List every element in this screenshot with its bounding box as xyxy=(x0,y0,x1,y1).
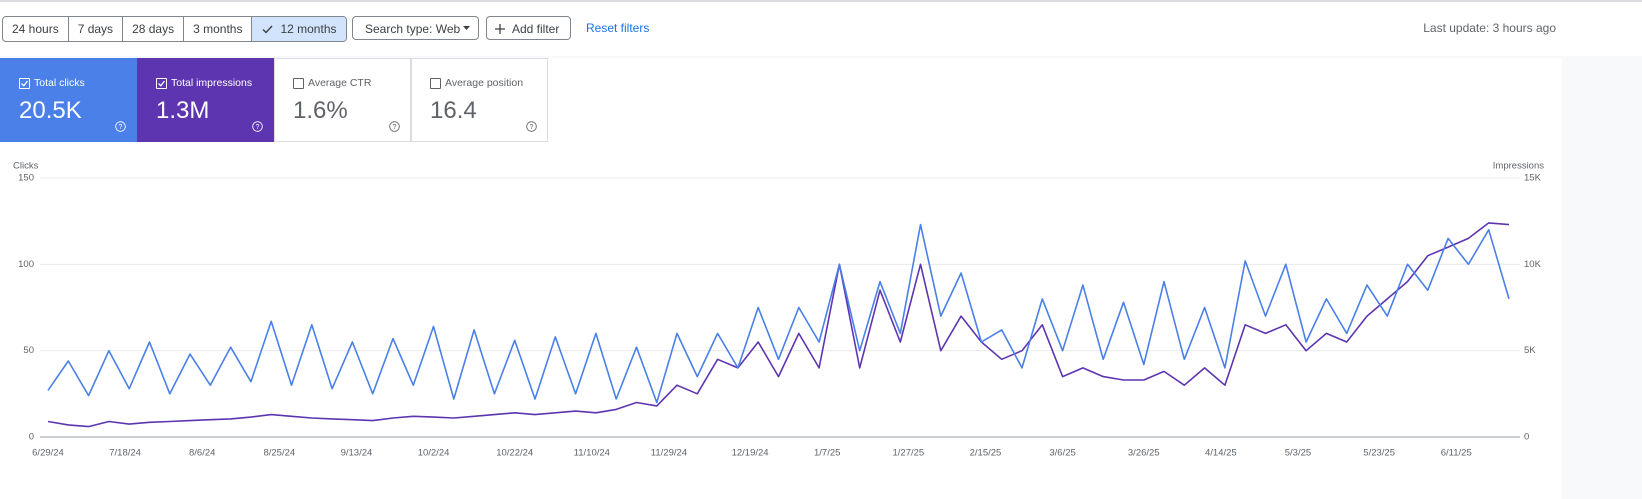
series-line xyxy=(47,223,1510,404)
svg-text:?: ? xyxy=(530,124,534,131)
metric-value: 20.5K xyxy=(19,97,82,124)
x-tick-label: 1/27/25 xyxy=(893,448,925,459)
series-line xyxy=(47,222,1510,428)
checkbox xyxy=(430,78,441,89)
metric-cards: Total clicks 20.5K? Total impressions 1.3M?… xyxy=(0,58,548,142)
range-option[interactable]: 3 months xyxy=(184,17,253,41)
y2-tick-label: 5K xyxy=(1524,345,1536,356)
date-range-selector: 24 hours 7 days 28 days 3 months 12 months xyxy=(2,16,347,42)
check-icon xyxy=(158,80,166,87)
search-type-label: Search type: Web xyxy=(365,22,461,36)
y2-tick-label: 0 xyxy=(1524,432,1529,443)
add-filter-label: Add filter xyxy=(512,22,560,36)
help-icon: ? xyxy=(526,121,537,132)
x-tick-label: 8/6/24 xyxy=(189,448,215,459)
checkbox xyxy=(293,78,304,89)
x-tick-label: 6/11/25 xyxy=(1441,448,1472,459)
y2-axis-title: Impressions xyxy=(1493,161,1544,172)
check-icon xyxy=(21,80,29,87)
svg-text:?: ? xyxy=(119,124,123,131)
help-icon: ? xyxy=(115,121,126,132)
metric-label: Total clicks xyxy=(34,77,85,89)
chart: Clicks Impressions 0 50 100 150 0 5K 10K 15K 6/2… xyxy=(13,161,1544,459)
y2-tick-label: 15K xyxy=(1524,173,1542,184)
caret-icon xyxy=(463,26,470,30)
plus-icon xyxy=(495,24,505,34)
x-tick-label: 1/7/25 xyxy=(814,448,840,459)
y-tick-label: 50 xyxy=(23,345,34,356)
x-tick-label: 6/29/24 xyxy=(32,448,64,459)
x-tick-label: 5/3/25 xyxy=(1285,448,1311,459)
y2-tick-label: 10K xyxy=(1524,259,1542,270)
check-icon xyxy=(262,25,273,34)
y-tick-label: 150 xyxy=(18,173,34,184)
x-tick-label: 2/15/25 xyxy=(970,448,1002,459)
x-tick-label: 11/29/24 xyxy=(651,448,687,459)
x-tick-label: 10/2/24 xyxy=(418,448,450,459)
metric-label: Total impressions xyxy=(171,77,253,89)
x-tick-label: 12/19/24 xyxy=(732,448,769,459)
x-tick-label: 10/22/24 xyxy=(496,448,533,459)
range-option[interactable]: 7 days xyxy=(69,17,124,41)
metric-value: 1.6% xyxy=(293,97,348,124)
svg-text:?: ? xyxy=(256,124,260,131)
range-option[interactable]: 12 months xyxy=(252,17,346,41)
svg-text:?: ? xyxy=(393,124,397,131)
x-tick-label: 4/14/25 xyxy=(1205,448,1237,459)
y-axis-title: Clicks xyxy=(13,161,39,172)
x-tick-label: 3/6/25 xyxy=(1049,448,1075,459)
y-tick-label: 100 xyxy=(18,259,34,270)
range-option[interactable]: 24 hours xyxy=(3,17,69,41)
metric-value: 1.3M xyxy=(156,97,210,124)
help-icon: ? xyxy=(252,121,263,132)
x-tick-label: 3/26/25 xyxy=(1128,448,1160,459)
metric-card[interactable]: Average CTR 1.6%? xyxy=(274,58,411,142)
metric-label: Average CTR xyxy=(308,77,372,89)
x-tick-label: 11/10/24 xyxy=(574,448,610,459)
metric-card[interactable]: Average position 16.4? xyxy=(411,58,548,142)
toolbar: 24 hours 7 days 28 days 3 months 12 months S… xyxy=(0,0,1642,56)
x-tick-label: 7/18/24 xyxy=(109,448,141,459)
last-update: Last update: 3 hours ago xyxy=(1423,21,1556,35)
x-tick-label: 8/25/24 xyxy=(263,448,295,459)
x-tick-label: 5/23/25 xyxy=(1363,448,1395,459)
metric-label: Average position xyxy=(445,77,524,89)
search-type-button[interactable]: Search type: Web xyxy=(352,16,479,40)
help-icon: ? xyxy=(389,121,400,132)
reset-filters-link[interactable]: Reset filters xyxy=(586,21,650,35)
checkbox xyxy=(156,78,167,89)
add-filter-button[interactable]: Add filter xyxy=(486,16,571,40)
checkbox xyxy=(19,78,30,89)
range-option[interactable]: 28 days xyxy=(123,17,185,41)
x-tick-label: 9/13/24 xyxy=(341,448,373,459)
y-tick-label: 0 xyxy=(29,432,34,443)
metric-card[interactable]: Total impressions 1.3M? xyxy=(137,58,274,142)
metric-card[interactable]: Total clicks 20.5K? xyxy=(0,58,137,142)
metric-value: 16.4 xyxy=(430,97,477,124)
